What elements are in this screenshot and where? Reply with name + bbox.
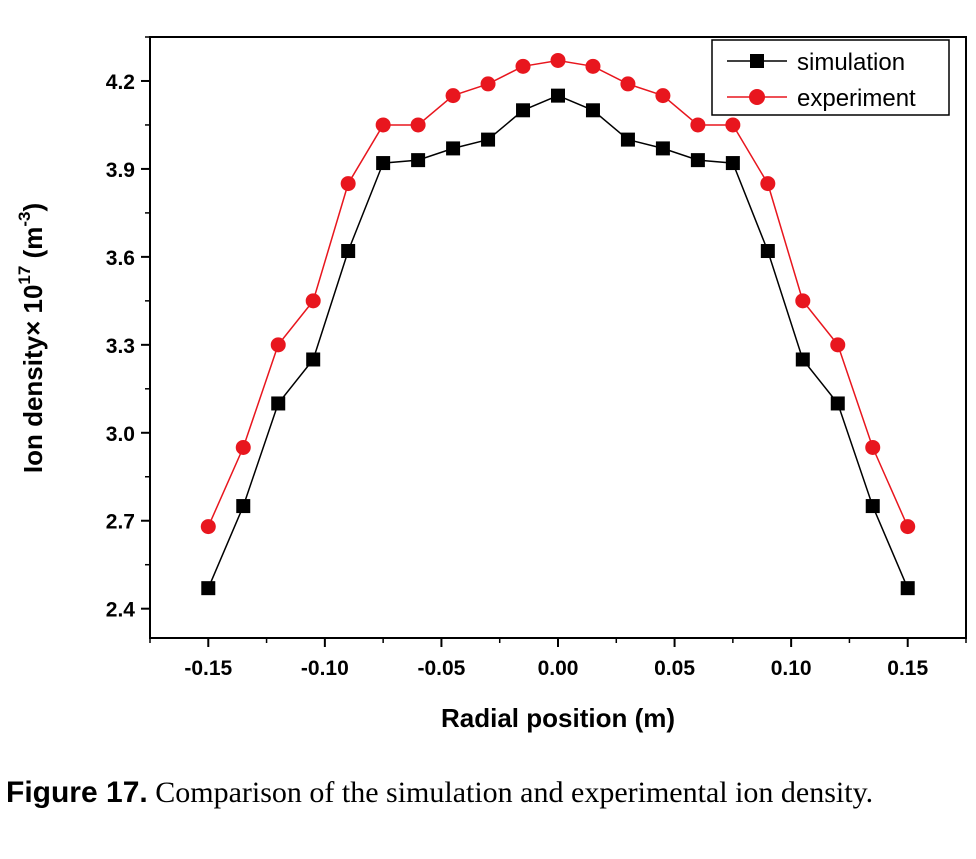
x-tick-label: -0.10 xyxy=(301,657,349,680)
experiment-point xyxy=(410,117,426,133)
legend-label-experiment: experiment xyxy=(797,85,916,112)
simulation-point xyxy=(655,141,670,156)
simulation-point xyxy=(795,352,810,367)
experiment-point xyxy=(900,519,916,535)
y-tick-label: 3.3 xyxy=(106,335,135,358)
experiment-point xyxy=(235,439,251,455)
experiment-point xyxy=(760,176,776,192)
series-experiment xyxy=(200,52,916,535)
x-tick-label: 0.15 xyxy=(887,657,928,680)
experiment-point xyxy=(795,293,811,309)
simulation-point xyxy=(341,244,356,259)
simulation-point xyxy=(376,156,391,171)
x-tick-label: -0.15 xyxy=(184,657,232,680)
simulation-point xyxy=(690,153,705,168)
experiment-point xyxy=(550,52,566,68)
simulation-point xyxy=(446,141,461,156)
simulation-line xyxy=(207,94,909,589)
simulation-point xyxy=(620,132,635,147)
experiment-point xyxy=(445,88,461,104)
x-tick-label: 0.10 xyxy=(771,657,812,680)
simulation-point xyxy=(900,581,915,596)
simulation-point xyxy=(725,156,740,171)
simulation-point xyxy=(585,103,600,118)
simulation-point xyxy=(551,88,565,103)
y-tick-label: 2.7 xyxy=(106,511,135,534)
legend-marker-experiment xyxy=(749,89,765,105)
figure-caption: Figure 17. Comparison of the simulation … xyxy=(6,774,966,811)
caption-text: Comparison of the simulation and experim… xyxy=(147,776,874,809)
simulation-point xyxy=(481,132,496,147)
experiment-point xyxy=(585,58,601,74)
caption-label: Figure 17. xyxy=(6,776,148,809)
legend-marker-simulation xyxy=(750,54,764,68)
x-tick-label: 0.05 xyxy=(654,657,695,680)
legend-label-simulation: simulation xyxy=(797,49,905,76)
experiment-point xyxy=(620,76,636,92)
simulation-point xyxy=(306,352,321,367)
plot-frame xyxy=(149,36,967,639)
simulation-point xyxy=(760,244,775,259)
experiment-point xyxy=(480,76,496,92)
simulation-point xyxy=(236,499,251,514)
simulation-point xyxy=(865,499,880,514)
x-tick-label: -0.05 xyxy=(417,657,465,680)
y-tick-label: 2.4 xyxy=(106,599,136,622)
experiment-point xyxy=(270,337,286,353)
simulation-point xyxy=(201,581,216,596)
legend: simulation experiment xyxy=(711,39,950,116)
y-axis-exponent: 17 xyxy=(15,266,34,285)
x-axis-title: Radial position (m) xyxy=(441,703,675,733)
y-tick-label: 3.6 xyxy=(106,247,135,270)
simulation-point xyxy=(830,396,845,411)
experiment-point xyxy=(305,293,321,309)
experiment-point xyxy=(725,117,741,133)
series-simulation xyxy=(201,88,915,596)
experiment-point xyxy=(690,117,706,133)
y-tick-label: 4.2 xyxy=(106,71,135,94)
experiment-point xyxy=(340,176,356,192)
experiment-point xyxy=(865,439,881,455)
chart: -0.15 -0.10 -0.05 0.00 0.05 0.10 0.15 2.4 2.7 3.0… xyxy=(15,36,967,733)
y-axis-title: Ion density× 1017 (m-3) xyxy=(15,203,48,473)
x-tick-label: 0.00 xyxy=(538,657,579,680)
simulation-point xyxy=(516,103,531,118)
experiment-point xyxy=(375,117,391,133)
experiment-point xyxy=(515,58,531,74)
experiment-point xyxy=(655,88,671,104)
y-tick-label: 3.9 xyxy=(106,159,135,182)
simulation-point xyxy=(271,396,286,411)
y-tick-label: 3.0 xyxy=(106,423,135,446)
simulation-point xyxy=(411,153,426,168)
experiment-point xyxy=(200,519,216,535)
experiment-point xyxy=(830,337,846,353)
